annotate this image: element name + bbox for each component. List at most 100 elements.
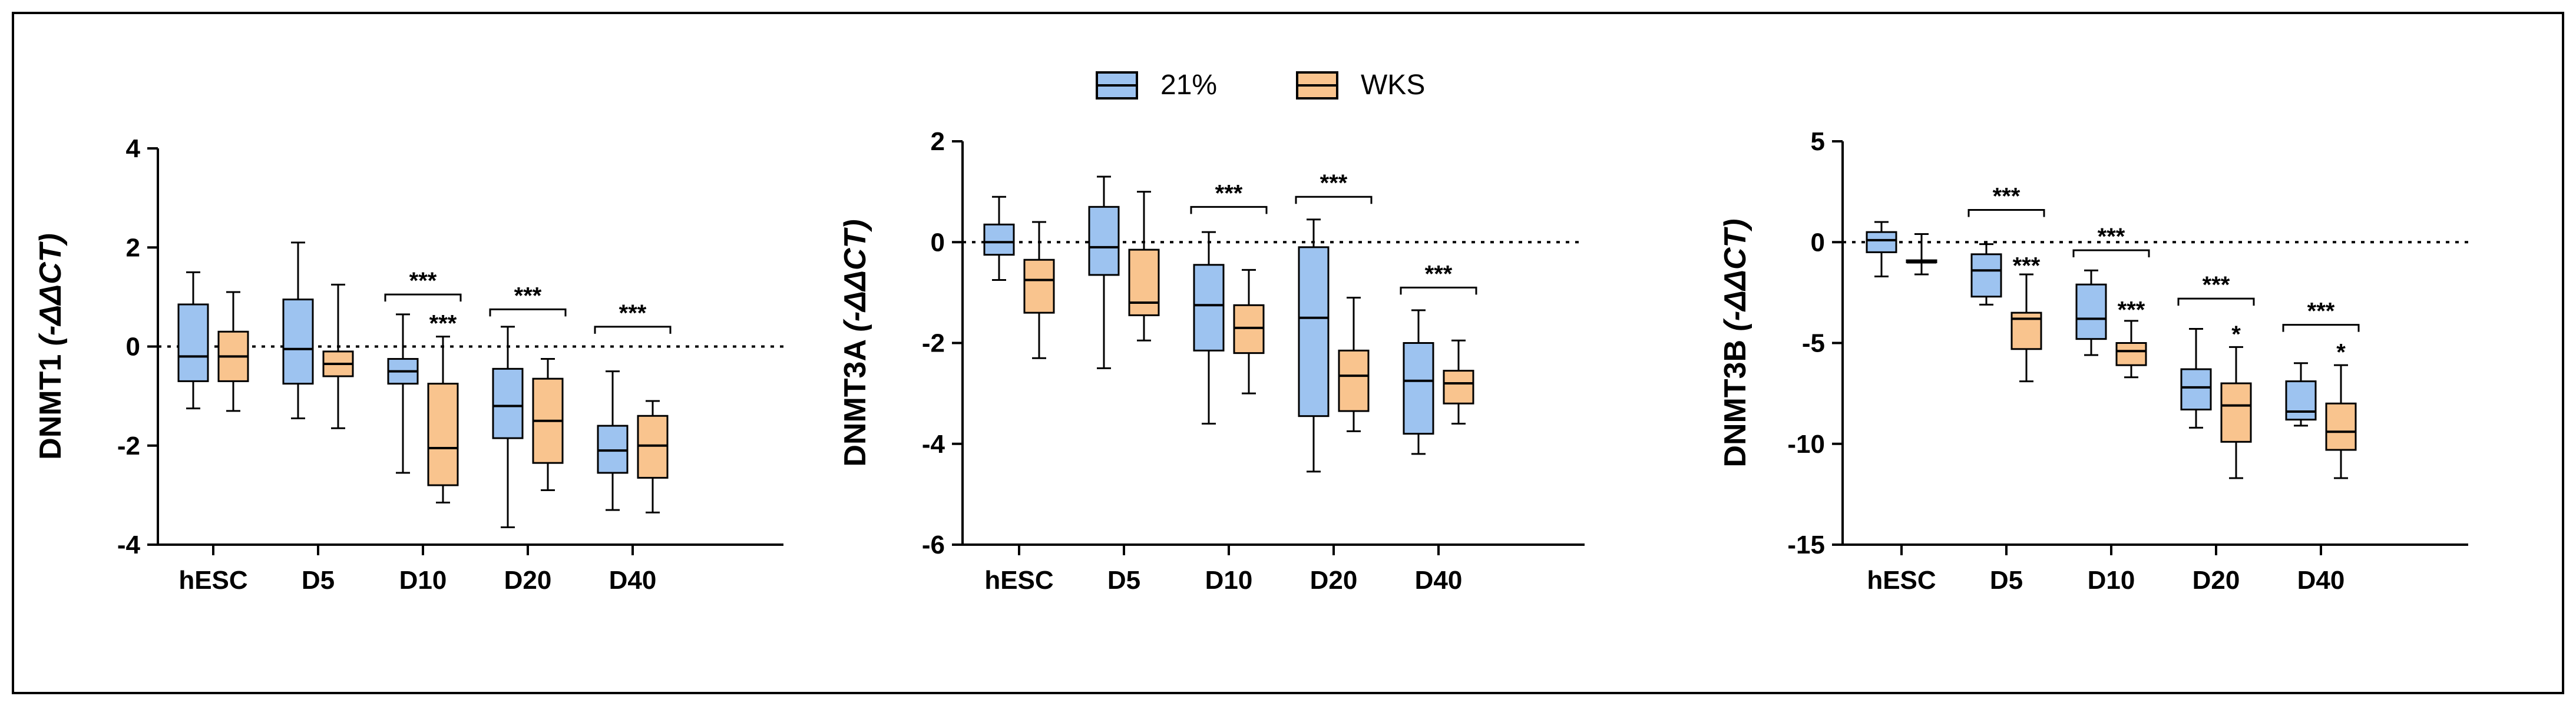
box-iqr <box>2180 368 2212 411</box>
box-21pct-d20 <box>1298 218 1330 473</box>
box-iqr <box>1403 342 1434 435</box>
y-tick-label: -6 <box>922 531 945 559</box>
significance-label: *** <box>1425 261 1453 287</box>
box-21pct-d5 <box>1088 175 1120 369</box>
x-tick-label-d5: D5 <box>302 566 335 595</box>
legend-swatch-21 <box>1096 71 1138 100</box>
legend: 21% WKS <box>1096 62 1508 109</box>
box-iqr <box>637 415 669 479</box>
box-iqr <box>177 303 209 382</box>
box-significance-label: * <box>2231 321 2241 347</box>
box-wks-d20 <box>1338 296 1370 432</box>
significance-bracket <box>1967 208 2045 217</box>
x-tick-label-d20: D20 <box>2193 566 2240 595</box>
box-iqr <box>1128 248 1160 316</box>
significance-label: *** <box>1320 170 1348 196</box>
box-wks-d40 <box>637 400 669 513</box>
y-tick-label: 0 <box>931 228 945 257</box>
box-significance-label: * <box>2336 340 2346 366</box>
significance-bracket <box>594 326 672 334</box>
significance-label: *** <box>514 283 542 309</box>
box-wks-d40 <box>1443 339 1474 425</box>
box-significance-label: *** <box>2013 253 2041 279</box>
x-tick-label-d10: D10 <box>399 566 447 595</box>
y-tick-label: -2 <box>922 329 945 358</box>
significance-label: *** <box>2203 272 2230 298</box>
legend-label-21: 21% <box>1160 69 1218 101</box>
box-21pct-d20 <box>492 326 524 529</box>
box-significance-label: *** <box>2118 297 2145 323</box>
significance-bracket <box>2282 324 2360 332</box>
box-21pct-d40 <box>1403 309 1434 455</box>
box-21pct-hesc <box>1866 221 1897 277</box>
box-21pct-d5 <box>1970 243 2002 306</box>
y-axis-label-main: DNMT3A <box>838 332 872 466</box>
y-axis-label-sub: (-ΔΔCT) <box>1718 218 1752 331</box>
box-21pct-hesc <box>177 271 209 410</box>
box-21pct-d20 <box>2180 328 2212 429</box>
box-21pct-d5 <box>282 241 314 419</box>
box-wks-d10 <box>427 336 459 503</box>
box-wks-d5 <box>1128 191 1160 342</box>
y-tick-label: 0 <box>126 333 140 362</box>
significance-label: *** <box>409 268 437 294</box>
box-wks-d10 <box>2115 320 2147 379</box>
significance-label: *** <box>619 300 647 326</box>
x-tick-label-d10: D10 <box>2088 566 2135 595</box>
box-21pct-d40 <box>597 370 629 511</box>
y-axis-label: DNMT3B (-ΔΔCT) <box>1718 218 1752 467</box>
x-tick-label-hesc: hESC <box>984 566 1053 595</box>
x-tick-label-d40: D40 <box>609 566 657 595</box>
significance-bracket <box>384 293 462 302</box>
box-iqr <box>983 223 1015 256</box>
significance-bracket <box>2177 297 2255 306</box>
legend-label-wks: WKS <box>1361 69 1426 101</box>
significance-bracket <box>1190 205 1268 214</box>
x-tick-label-d5: D5 <box>1107 566 1140 595</box>
significance-bracket <box>1400 286 1477 295</box>
box-wks-hesc <box>1023 221 1055 359</box>
box-21pct-d10 <box>2075 269 2107 356</box>
y-tick-label: -4 <box>922 430 945 459</box>
box-iqr <box>1088 205 1120 276</box>
box-wks-hesc <box>217 291 249 412</box>
x-tick-label-d10: D10 <box>1205 566 1253 595</box>
x-tick-label-d20: D20 <box>1310 566 1358 595</box>
box-iqr <box>1970 253 2002 298</box>
x-tick-label-d40: D40 <box>2297 566 2345 595</box>
legend-swatch-wks <box>1296 71 1338 100</box>
box-iqr <box>1023 258 1055 314</box>
box-21pct-d10 <box>387 313 419 474</box>
box-iqr <box>597 425 629 474</box>
box-iqr <box>1338 349 1370 412</box>
box-21pct-hesc <box>983 195 1015 281</box>
box-21pct-d40 <box>2285 362 2317 427</box>
box-wks-d5 <box>322 283 354 429</box>
box-iqr <box>1233 304 1265 354</box>
y-axis-label: DNMT3A (-ΔΔCT) <box>838 219 872 466</box>
x-tick-label-d5: D5 <box>1990 566 2023 595</box>
x-tick-label-hesc: hESC <box>178 566 247 595</box>
box-wks-d5 <box>2010 273 2042 383</box>
box-iqr <box>427 383 459 486</box>
y-tick-label: 2 <box>931 127 945 156</box>
significance-label: *** <box>1993 183 2021 209</box>
chart-1: 4 2 0 -2 -4 DNMT1 (-ΔΔCT) hESC D5 D10 D20 D40 *** **… <box>34 134 783 595</box>
y-tick-label: -2 <box>117 432 140 460</box>
box-iqr <box>2075 283 2107 340</box>
significance-bracket <box>2072 249 2150 257</box>
x-tick-label-d20: D20 <box>504 566 552 595</box>
box-21pct-d10 <box>1193 231 1225 425</box>
box-iqr <box>1866 231 1897 253</box>
y-tick-label: -10 <box>1787 430 1825 459</box>
box-wks-d20 <box>2220 346 2252 479</box>
y-tick-label: -15 <box>1787 531 1825 559</box>
box-iqr <box>2115 342 2147 366</box>
y-axis-label-main: DNMT3B <box>1718 331 1752 467</box>
box-wks-hesc <box>1906 233 1937 276</box>
box-wks-d10 <box>1233 269 1265 395</box>
chart-2: 2 0 -2 -4 -6 DNMT3A (-ΔΔCT) hESC D5 D10 D20 D40 ***… <box>838 127 1585 595</box>
box-wks-d40 <box>2325 364 2357 479</box>
y-axis-label-main: DNMT1 <box>34 346 68 460</box>
